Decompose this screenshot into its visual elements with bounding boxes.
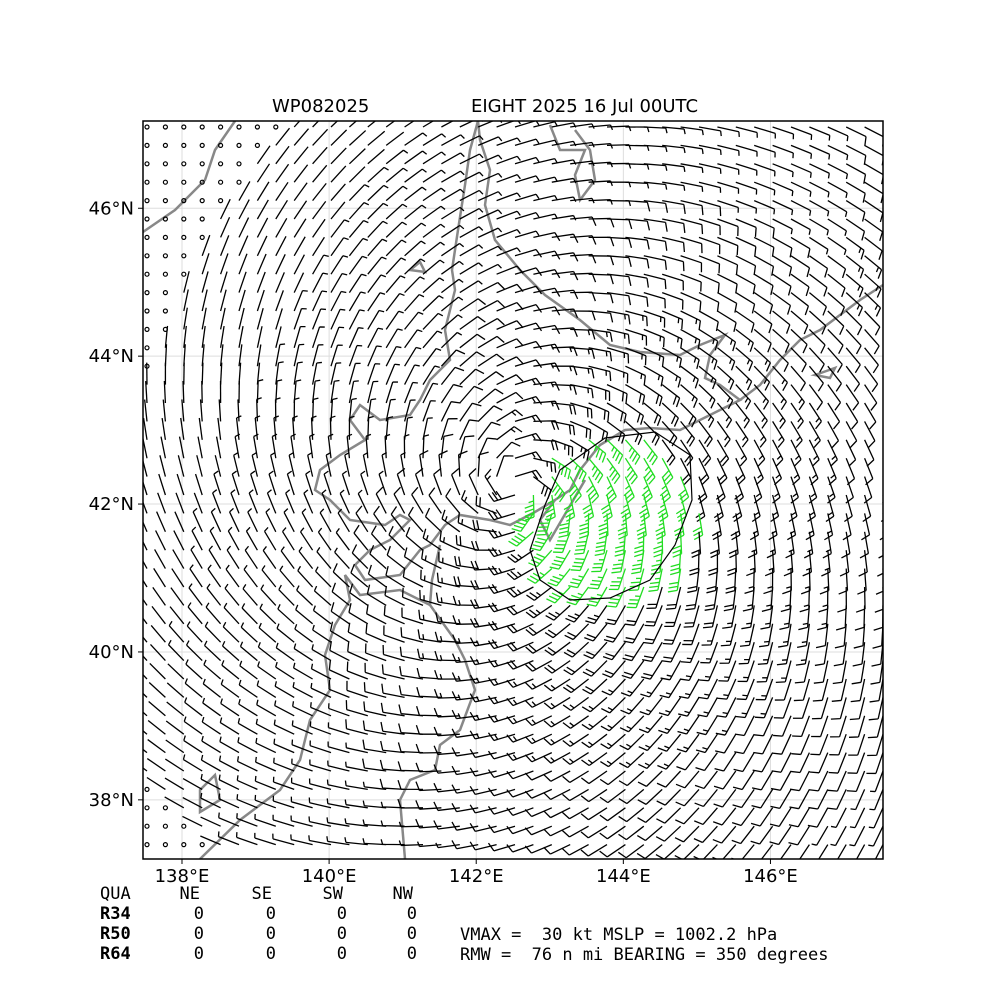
- table-header: SE: [252, 884, 272, 904]
- y-tick-label: 42°N: [89, 494, 134, 515]
- table-header: NE: [180, 884, 200, 904]
- title-left: WP082025: [272, 96, 369, 117]
- y-tick-label: 38°N: [89, 790, 134, 811]
- table-cell: 0: [407, 944, 417, 964]
- table-cell: 0: [266, 924, 276, 944]
- y-tick-label: 46°N: [89, 198, 134, 219]
- table-header: QUA: [100, 884, 131, 904]
- table-cell: 0: [407, 924, 417, 944]
- y-tick-label: 44°N: [89, 346, 134, 367]
- row-label: R34: [100, 904, 131, 924]
- title-right: EIGHT 2025 16 Jul 00UTC: [471, 96, 698, 117]
- y-tick-label: 40°N: [89, 642, 134, 663]
- x-tick-label: 144°E: [596, 866, 651, 887]
- row-label: R64: [100, 944, 131, 964]
- table-cell: 0: [407, 904, 417, 924]
- table-cell: 0: [337, 924, 347, 944]
- table-cell: 0: [266, 904, 276, 924]
- table-cell: 0: [194, 904, 204, 924]
- table-cell: 0: [194, 944, 204, 964]
- table-cell: 0: [194, 924, 204, 944]
- x-tick-label: 146°E: [743, 866, 798, 887]
- info-line: VMAX = 30 kt MSLP = 1002.2 hPa: [460, 925, 777, 945]
- row-label: R50: [100, 924, 131, 944]
- wind-barb: [183, 381, 184, 403]
- x-tick-label: 142°E: [449, 866, 504, 887]
- table-cell: 0: [266, 944, 276, 964]
- table-cell: 0: [337, 904, 347, 924]
- table-cell: 0: [337, 944, 347, 964]
- info-line: RMW = 76 n mi BEARING = 350 degrees: [460, 945, 828, 965]
- table-header: NW: [393, 884, 414, 904]
- table-header: SW: [323, 884, 344, 904]
